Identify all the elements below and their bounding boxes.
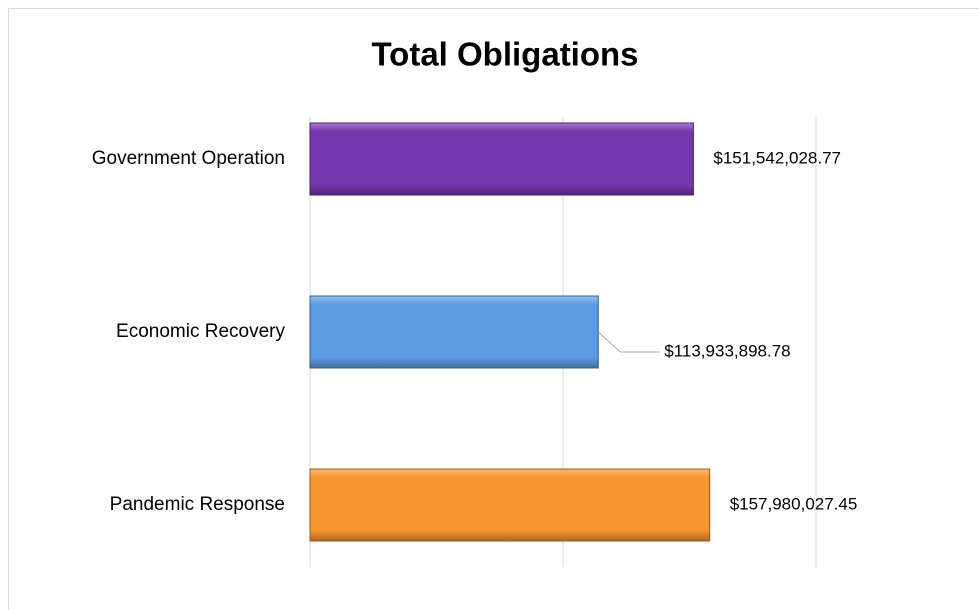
bar [309, 122, 694, 196]
y-tick-label: Pandemic Response [110, 494, 285, 515]
bar [309, 295, 599, 369]
y-tick-label: Government Operation [92, 148, 285, 169]
value-label: $113,933,898.78 [664, 341, 790, 360]
y-tick-label: Economic Recovery [116, 321, 285, 342]
chart-title: Total Obligations [371, 36, 638, 73]
leader-line [597, 331, 661, 353]
value-label: $151,542,028.77 [713, 148, 841, 167]
bar [309, 468, 711, 542]
value-label: $157,980,027.45 [730, 494, 858, 513]
